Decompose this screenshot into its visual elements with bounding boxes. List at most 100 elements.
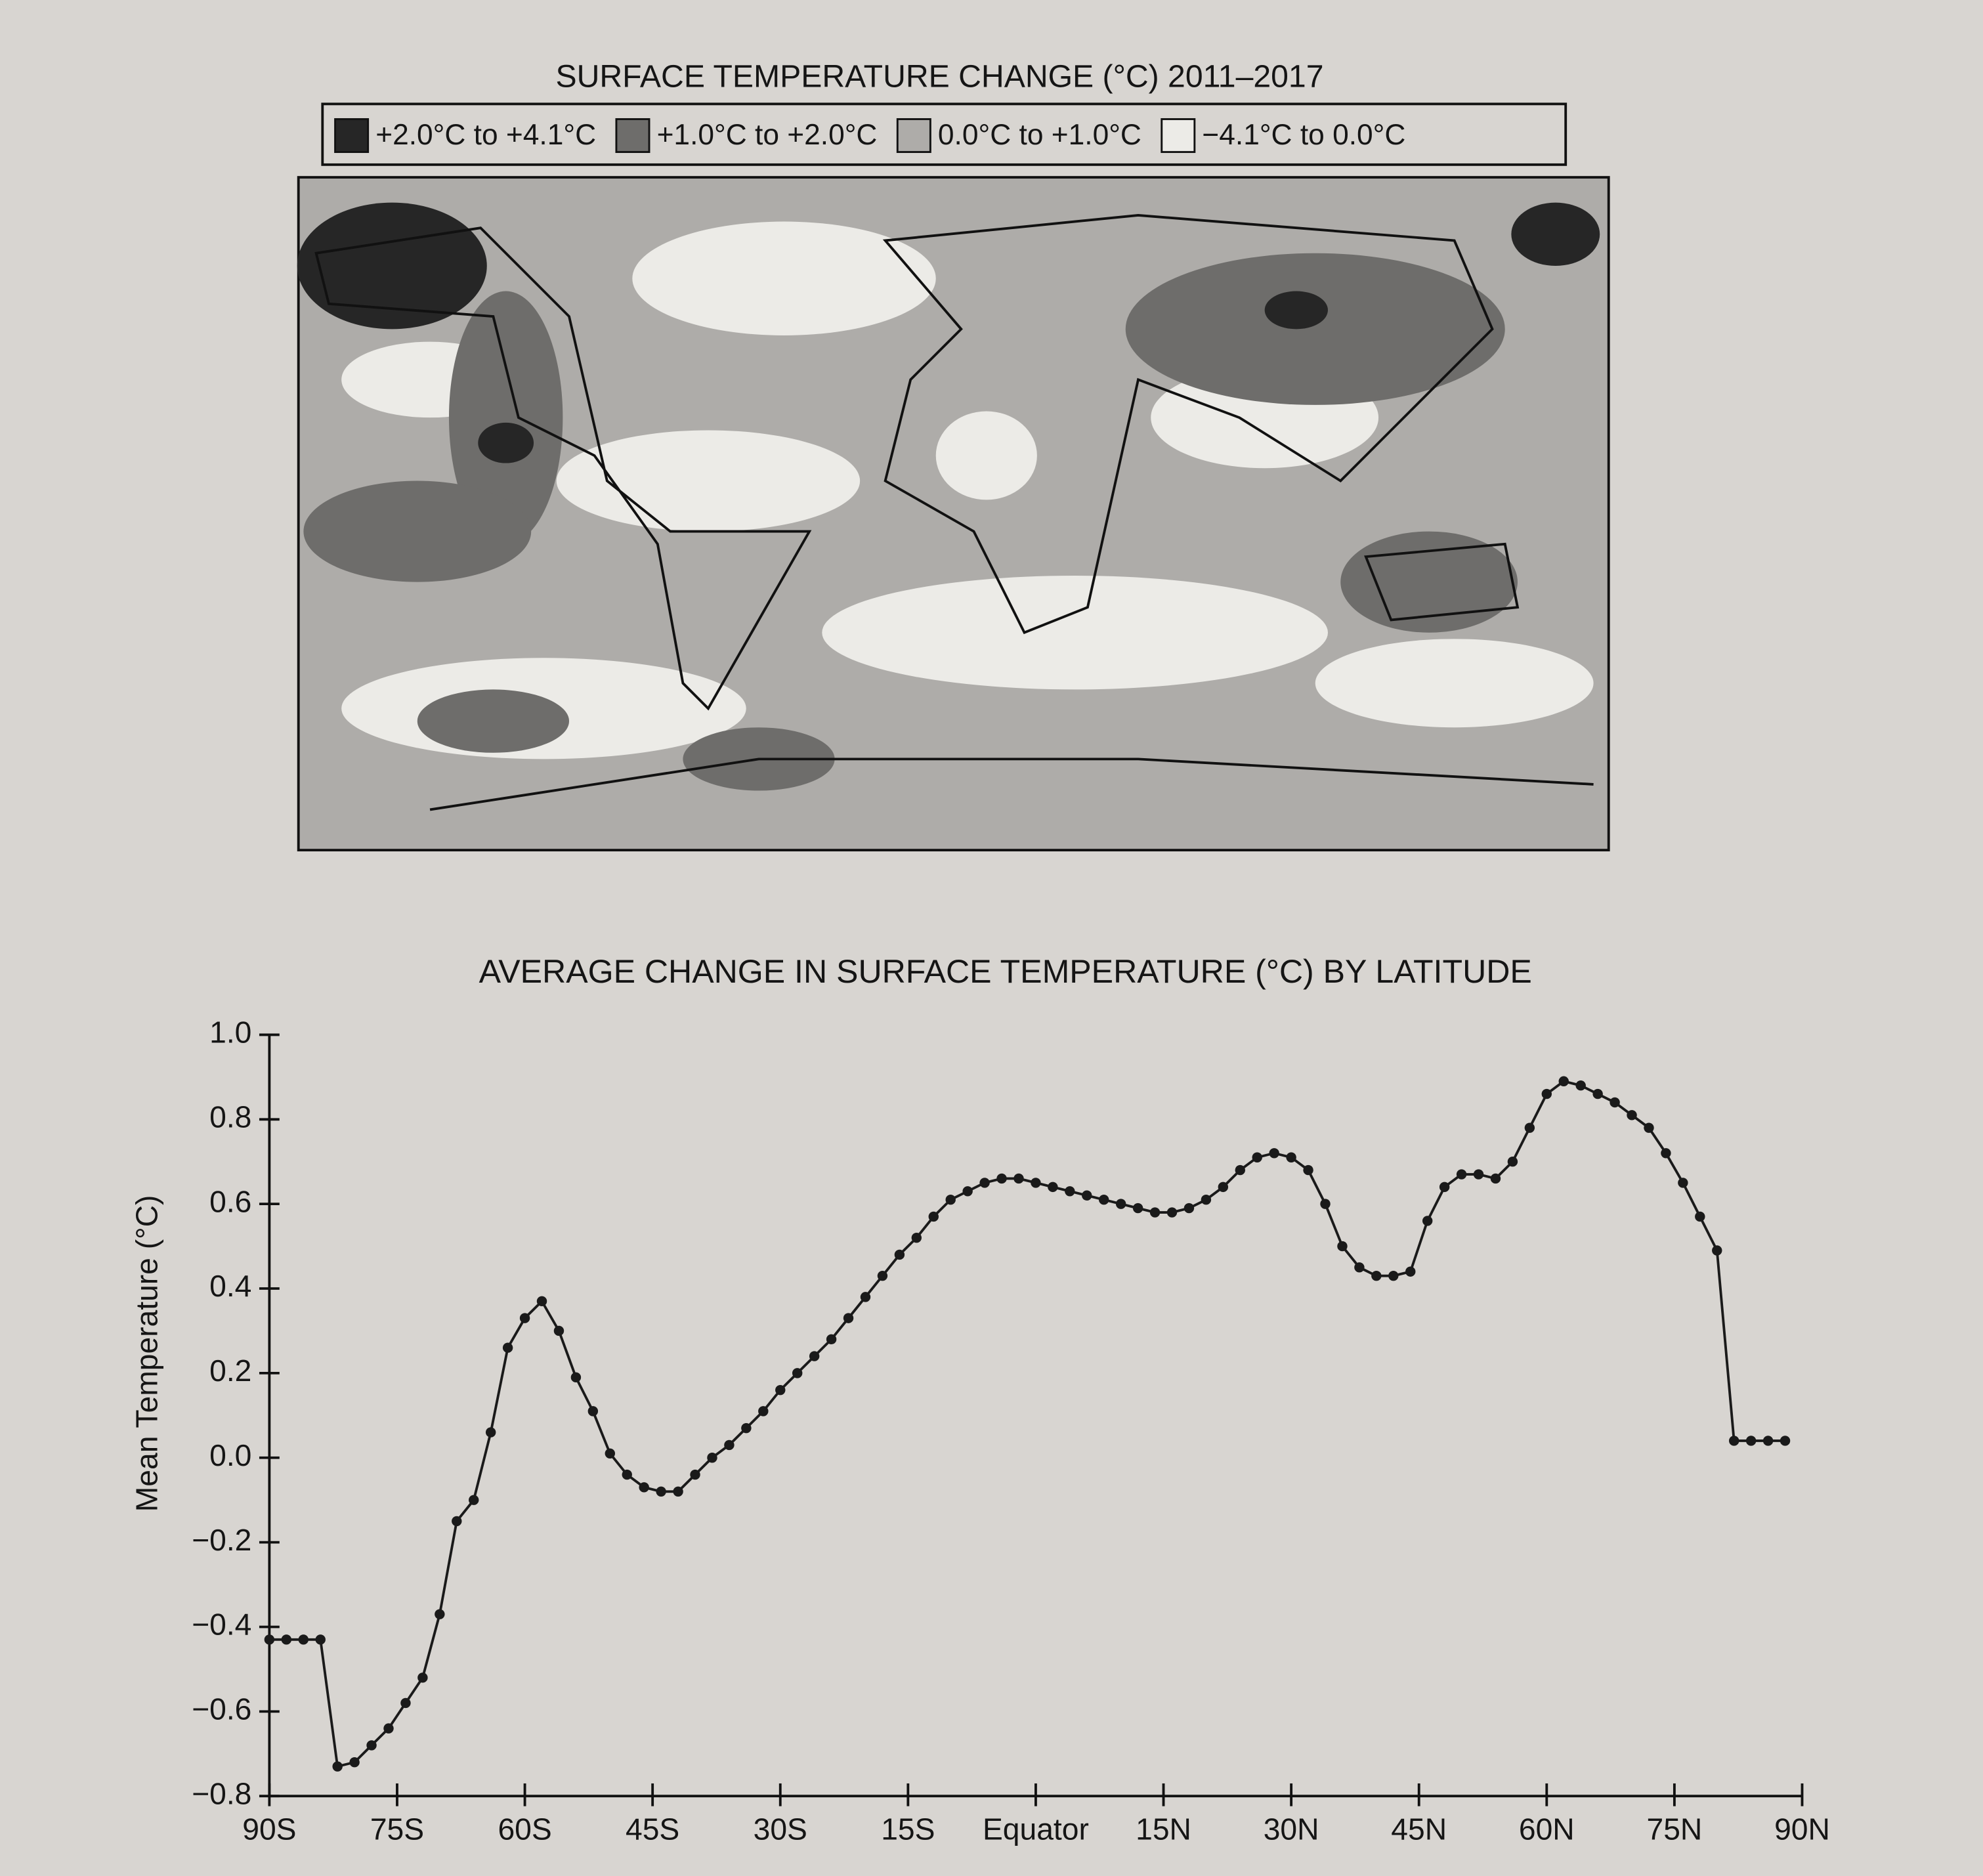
data-point bbox=[1218, 1182, 1229, 1193]
data-point bbox=[1082, 1190, 1092, 1201]
data-point bbox=[1303, 1164, 1313, 1176]
data-point bbox=[1644, 1122, 1654, 1133]
data-point bbox=[383, 1723, 394, 1734]
x-tick-label: 45S bbox=[626, 1812, 679, 1846]
data-point bbox=[1439, 1182, 1450, 1193]
x-tick-label: 90N bbox=[1774, 1812, 1830, 1846]
data-point bbox=[843, 1313, 854, 1323]
data-point bbox=[570, 1372, 582, 1383]
data-point bbox=[1490, 1173, 1501, 1184]
data-point bbox=[1201, 1194, 1212, 1205]
data-point bbox=[1388, 1270, 1399, 1281]
data-point bbox=[1524, 1122, 1535, 1133]
y-tick-label: 1.0 bbox=[209, 1015, 251, 1050]
data-point bbox=[315, 1634, 326, 1645]
data-point bbox=[1031, 1178, 1041, 1188]
data-point bbox=[1132, 1203, 1143, 1214]
data-point bbox=[1575, 1080, 1586, 1091]
y-tick-label: −0.8 bbox=[192, 1776, 251, 1810]
data-point bbox=[1286, 1152, 1296, 1162]
map-region bbox=[1315, 639, 1594, 728]
data-point bbox=[894, 1249, 905, 1260]
data-point bbox=[1456, 1169, 1467, 1180]
x-tick-label: 15N bbox=[1136, 1812, 1191, 1846]
x-tick-label: Equator bbox=[983, 1812, 1089, 1846]
legend-swatch bbox=[334, 118, 370, 154]
y-tick-label: 0.8 bbox=[209, 1099, 251, 1134]
data-point bbox=[911, 1232, 922, 1243]
data-point bbox=[792, 1368, 803, 1378]
data-point bbox=[979, 1178, 990, 1188]
data-point bbox=[1099, 1194, 1109, 1205]
map-region bbox=[1125, 253, 1505, 405]
data-point bbox=[435, 1609, 445, 1619]
x-tick-label: 60N bbox=[1519, 1812, 1575, 1846]
legend-swatch bbox=[1161, 118, 1196, 154]
data-point bbox=[587, 1406, 599, 1417]
map-region bbox=[1511, 202, 1600, 266]
map-region bbox=[417, 689, 569, 753]
data-line bbox=[269, 1080, 1785, 1768]
data-point bbox=[1592, 1088, 1603, 1099]
map-region bbox=[822, 576, 1328, 690]
y-axis-label: Mean Temperature (°C) bbox=[130, 1195, 164, 1512]
x-tick-label: 60S bbox=[498, 1812, 551, 1846]
map-region bbox=[478, 422, 534, 463]
data-point bbox=[332, 1761, 343, 1772]
data-point bbox=[366, 1740, 377, 1751]
y-tick-label: 0.6 bbox=[209, 1184, 251, 1218]
data-point bbox=[1269, 1148, 1279, 1159]
map-region bbox=[632, 221, 936, 335]
data-point bbox=[1728, 1436, 1739, 1446]
map-region bbox=[556, 430, 861, 532]
data-point bbox=[962, 1186, 973, 1197]
data-point bbox=[758, 1406, 769, 1417]
data-point bbox=[1235, 1164, 1245, 1176]
data-point bbox=[1678, 1178, 1688, 1188]
data-point bbox=[673, 1486, 683, 1497]
data-point bbox=[502, 1342, 513, 1353]
data-point bbox=[622, 1469, 632, 1480]
x-tick-label: 90S bbox=[242, 1812, 296, 1846]
data-point bbox=[690, 1469, 700, 1480]
legend-label: +2.0°C to +4.1°C bbox=[375, 119, 596, 151]
data-point bbox=[1115, 1199, 1126, 1209]
data-point bbox=[1405, 1266, 1416, 1277]
legend-box bbox=[321, 102, 1567, 166]
data-point bbox=[741, 1422, 752, 1434]
data-point bbox=[281, 1634, 292, 1645]
y-tick-label: −0.2 bbox=[192, 1523, 251, 1557]
legend-label: −4.1°C to 0.0°C bbox=[1202, 119, 1405, 151]
data-point bbox=[1473, 1169, 1484, 1180]
map-region bbox=[448, 291, 563, 544]
data-point bbox=[809, 1351, 820, 1361]
data-point bbox=[536, 1296, 547, 1307]
data-point bbox=[298, 1634, 309, 1645]
data-point bbox=[996, 1173, 1007, 1184]
data-point bbox=[1712, 1245, 1722, 1256]
data-point bbox=[519, 1313, 530, 1323]
data-point bbox=[1252, 1152, 1262, 1162]
data-point bbox=[1507, 1156, 1518, 1167]
x-tick-label: 30N bbox=[1264, 1812, 1319, 1846]
data-point bbox=[1422, 1216, 1433, 1226]
legend-swatch bbox=[896, 118, 931, 154]
y-tick-label: 0.0 bbox=[209, 1438, 251, 1472]
data-point bbox=[417, 1673, 428, 1683]
data-point bbox=[1695, 1211, 1705, 1222]
data-point bbox=[485, 1427, 496, 1438]
data-point bbox=[1762, 1436, 1774, 1446]
data-point bbox=[1183, 1203, 1195, 1214]
y-tick-label: −0.4 bbox=[192, 1608, 251, 1642]
map-region bbox=[935, 411, 1037, 500]
data-point bbox=[1371, 1270, 1382, 1281]
data-point bbox=[860, 1292, 871, 1302]
coastline bbox=[314, 213, 1594, 811]
x-tick-label: 75N bbox=[1646, 1812, 1702, 1846]
x-tick-label: 30S bbox=[754, 1812, 807, 1846]
data-point bbox=[452, 1516, 462, 1527]
legend-label: 0.0°C to +1.0°C bbox=[938, 119, 1141, 151]
data-point bbox=[349, 1757, 360, 1768]
data-point bbox=[724, 1439, 735, 1451]
